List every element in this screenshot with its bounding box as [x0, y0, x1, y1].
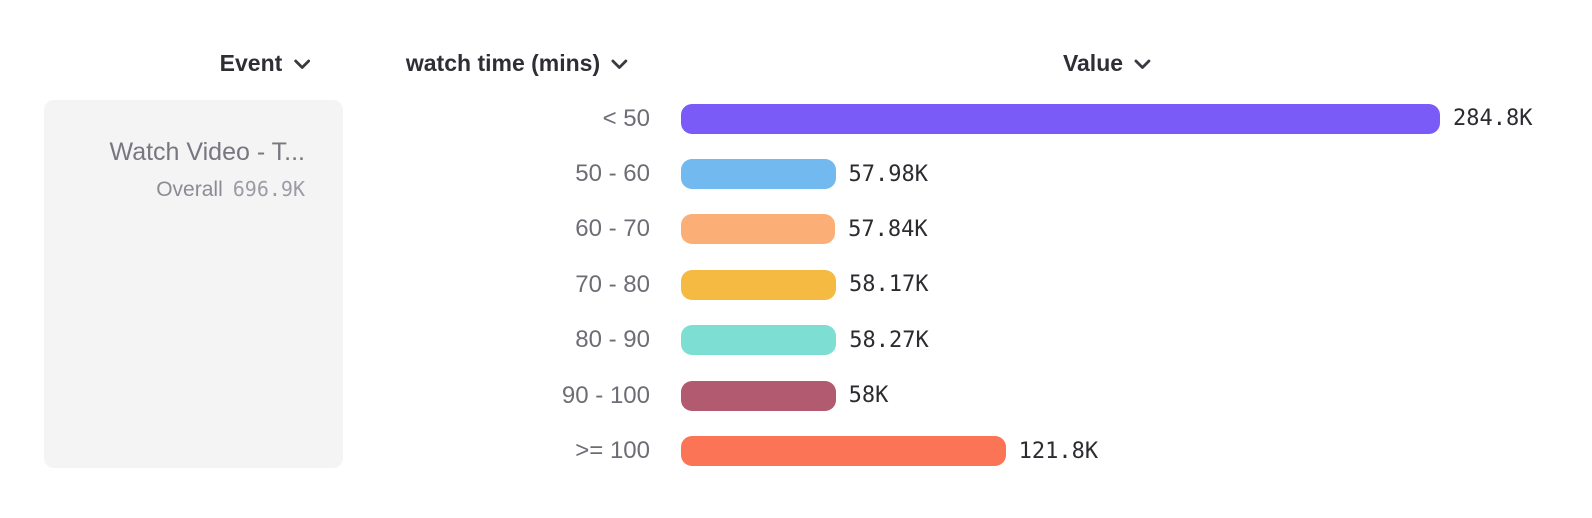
chart-row: 50 - 60 57.98K	[0, 146, 1592, 201]
bar-zone: 58.27K	[681, 325, 929, 356]
bucket-label: 80 - 90	[575, 326, 650, 354]
bar-segment[interactable]	[681, 159, 836, 190]
chevron-down-icon	[611, 59, 628, 70]
bar-value-label: 57.98K	[848, 161, 928, 187]
bar-value-label: 58K	[848, 383, 889, 409]
bucket-label: 90 - 100	[561, 381, 650, 409]
chart-row: >= 100 121.8K	[0, 423, 1592, 478]
chevron-down-icon	[1134, 59, 1151, 70]
chart-row: 80 - 90 58.27K	[0, 313, 1592, 368]
chart-row: 90 - 100 58K	[0, 368, 1592, 423]
bar-value-label: 121.8K	[1018, 438, 1099, 464]
bucket-label: 70 - 80	[575, 270, 650, 298]
bar-segment[interactable]	[681, 214, 836, 245]
event-column-dropdown[interactable]: Event	[220, 48, 311, 78]
bar-segment[interactable]	[681, 436, 1006, 467]
chart-row: 70 - 80 58.17K	[0, 257, 1592, 312]
bar-zone: 284.8K	[681, 103, 1533, 134]
overall-value: 696.9K	[232, 176, 305, 201]
property-column-dropdown[interactable]: watch time (mins)	[406, 48, 628, 78]
bar-value-label: 57.84K	[848, 216, 928, 242]
bucket-label: 50 - 60	[575, 160, 650, 188]
chart-row: < 50 284.8K	[0, 91, 1592, 146]
bar-value-label: 58.27K	[849, 327, 929, 353]
overall-label: Overall	[156, 177, 223, 201]
bar-value-label: 284.8K	[1453, 106, 1533, 132]
event-card[interactable]: Watch Video - T... Overall 696.9K	[44, 100, 343, 468]
chevron-down-icon	[293, 59, 310, 70]
bar-value-label: 58.17K	[849, 272, 929, 298]
property-column-label: watch time (mins)	[405, 49, 601, 76]
event-column-label: Event	[219, 49, 283, 76]
value-column-label: Value	[1062, 49, 1124, 76]
bar-segment[interactable]	[681, 103, 1440, 134]
bar-zone: 58.17K	[681, 269, 929, 300]
bucket-label: >= 100	[575, 437, 650, 465]
value-column-dropdown[interactable]: Value	[1063, 48, 1151, 78]
bar-segment[interactable]	[681, 269, 836, 300]
event-title: Watch Video - T...	[109, 138, 305, 166]
chart-row: 60 - 70 57.84K	[0, 202, 1592, 257]
bar-zone: 58K	[681, 380, 889, 411]
bar-zone: 121.8K	[681, 436, 1099, 467]
bar-chart: < 50 284.8K 50 - 60 57.98K 60 - 70 57.84K 70 -…	[0, 91, 1592, 479]
event-overall-row: Overall 696.9K	[64, 177, 305, 202]
bucket-label: 60 - 70	[575, 215, 650, 243]
bar-zone: 57.98K	[681, 159, 928, 190]
bar-zone: 57.84K	[681, 214, 928, 245]
bucket-label: < 50	[602, 104, 650, 132]
bar-segment[interactable]	[681, 380, 836, 411]
bar-segment[interactable]	[681, 325, 837, 356]
